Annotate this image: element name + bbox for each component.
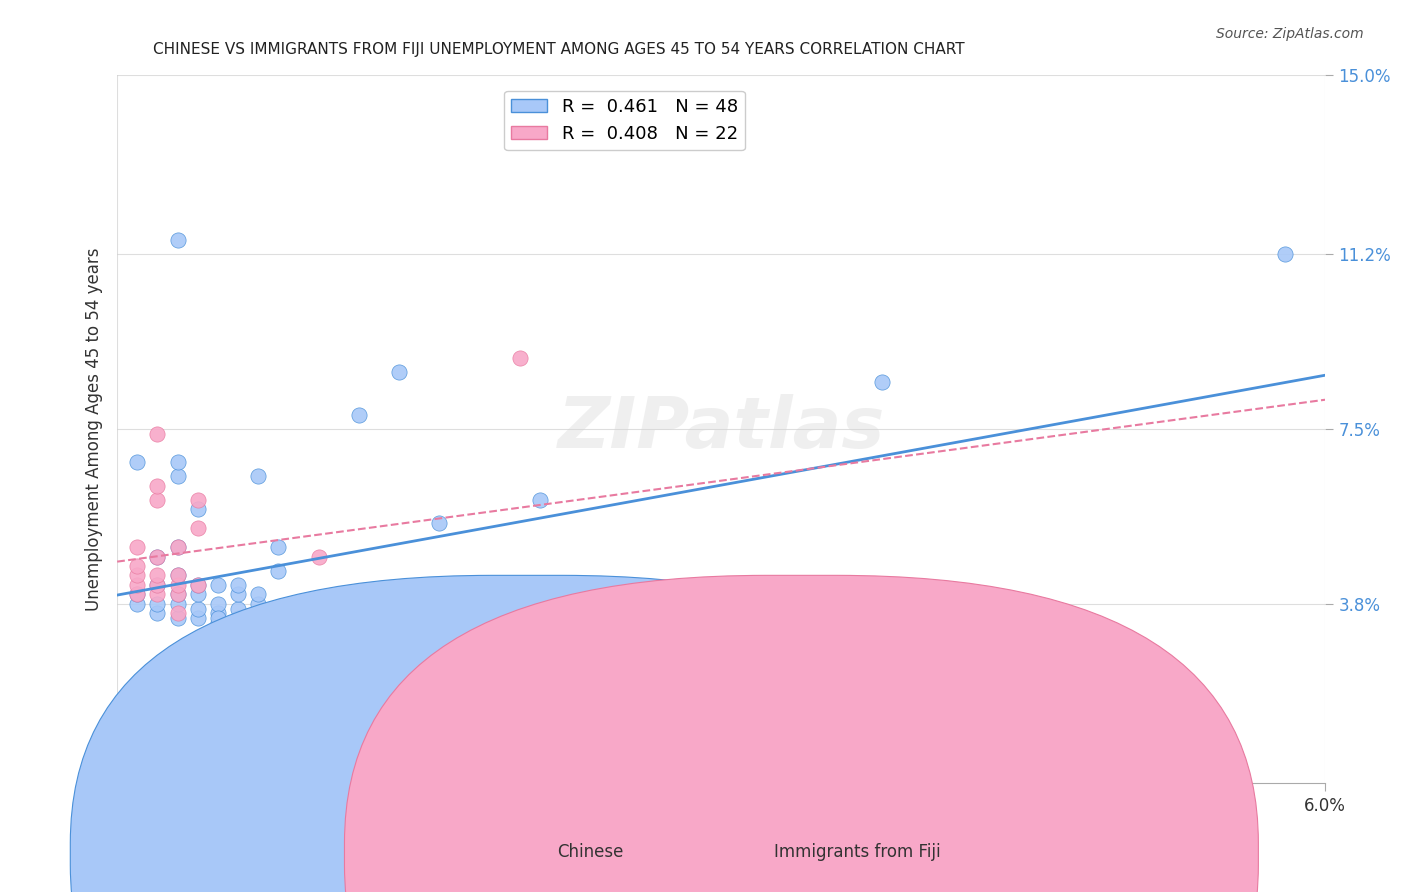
Point: [287, 620, 309, 634]
Point: [609, 597, 631, 611]
Point: [127, 587, 149, 601]
Point: [127, 597, 149, 611]
Point: [127, 559, 149, 574]
Point: [166, 578, 188, 592]
Point: [427, 516, 450, 531]
Point: [308, 634, 330, 648]
Point: [207, 615, 229, 630]
Point: [267, 540, 290, 554]
Point: [166, 607, 188, 621]
Point: [247, 587, 270, 601]
Text: Chinese: Chinese: [557, 843, 624, 861]
Point: [367, 597, 389, 611]
Point: [127, 578, 149, 592]
Point: [187, 521, 209, 535]
Text: CHINESE VS IMMIGRANTS FROM FIJI UNEMPLOYMENT AMONG AGES 45 TO 54 YEARS CORRELATI: CHINESE VS IMMIGRANTS FROM FIJI UNEMPLOY…: [153, 42, 965, 57]
Point: [509, 351, 531, 365]
Point: [166, 469, 188, 483]
Point: [308, 549, 330, 564]
Point: [308, 634, 330, 648]
Point: [247, 615, 270, 630]
Point: [509, 578, 531, 592]
Point: [127, 540, 149, 554]
Point: [328, 587, 350, 601]
Point: [187, 492, 209, 507]
Point: [166, 597, 188, 611]
Point: [166, 568, 188, 582]
Point: [187, 587, 209, 601]
Point: [529, 492, 551, 507]
Point: [146, 549, 169, 564]
Point: [146, 478, 169, 492]
Point: [127, 587, 149, 601]
Point: [870, 375, 893, 389]
Point: [347, 611, 370, 625]
Point: [166, 587, 188, 601]
Point: [287, 611, 309, 625]
Point: [127, 568, 149, 582]
Point: [247, 607, 270, 621]
Point: [207, 597, 229, 611]
Point: [146, 492, 169, 507]
Point: [388, 365, 411, 379]
Point: [247, 597, 270, 611]
Point: [146, 549, 169, 564]
Point: [247, 469, 270, 483]
Text: ZIPatlas: ZIPatlas: [557, 394, 884, 464]
Y-axis label: Unemployment Among Ages 45 to 54 years: Unemployment Among Ages 45 to 54 years: [86, 247, 103, 611]
Point: [146, 578, 169, 592]
Point: [187, 601, 209, 615]
Point: [187, 502, 209, 516]
Point: [166, 587, 188, 601]
Point: [146, 587, 169, 601]
Point: [187, 611, 209, 625]
Point: [226, 587, 249, 601]
Point: [308, 597, 330, 611]
Point: [146, 597, 169, 611]
Point: [207, 611, 229, 625]
Point: [347, 408, 370, 422]
Point: [146, 426, 169, 441]
Point: [207, 578, 229, 592]
Point: [267, 607, 290, 621]
Point: [1274, 247, 1296, 261]
Point: [226, 578, 249, 592]
Point: [226, 611, 249, 625]
Point: [166, 568, 188, 582]
Point: [267, 564, 290, 578]
Point: [146, 568, 169, 582]
Point: [166, 540, 188, 554]
Point: [187, 578, 209, 592]
Point: [870, 634, 893, 648]
Point: [207, 607, 229, 621]
Text: Source: ZipAtlas.com: Source: ZipAtlas.com: [1216, 27, 1364, 41]
Point: [127, 455, 149, 469]
Point: [166, 540, 188, 554]
Point: [166, 233, 188, 247]
Point: [226, 601, 249, 615]
Point: [187, 578, 209, 592]
Point: [347, 620, 370, 634]
Point: [166, 455, 188, 469]
Point: [146, 607, 169, 621]
Point: [166, 611, 188, 625]
Text: Immigrants from Fiji: Immigrants from Fiji: [775, 843, 941, 861]
Legend: R =  0.461   N = 48, R =  0.408   N = 22: R = 0.461 N = 48, R = 0.408 N = 22: [503, 91, 745, 150]
Point: [146, 578, 169, 592]
